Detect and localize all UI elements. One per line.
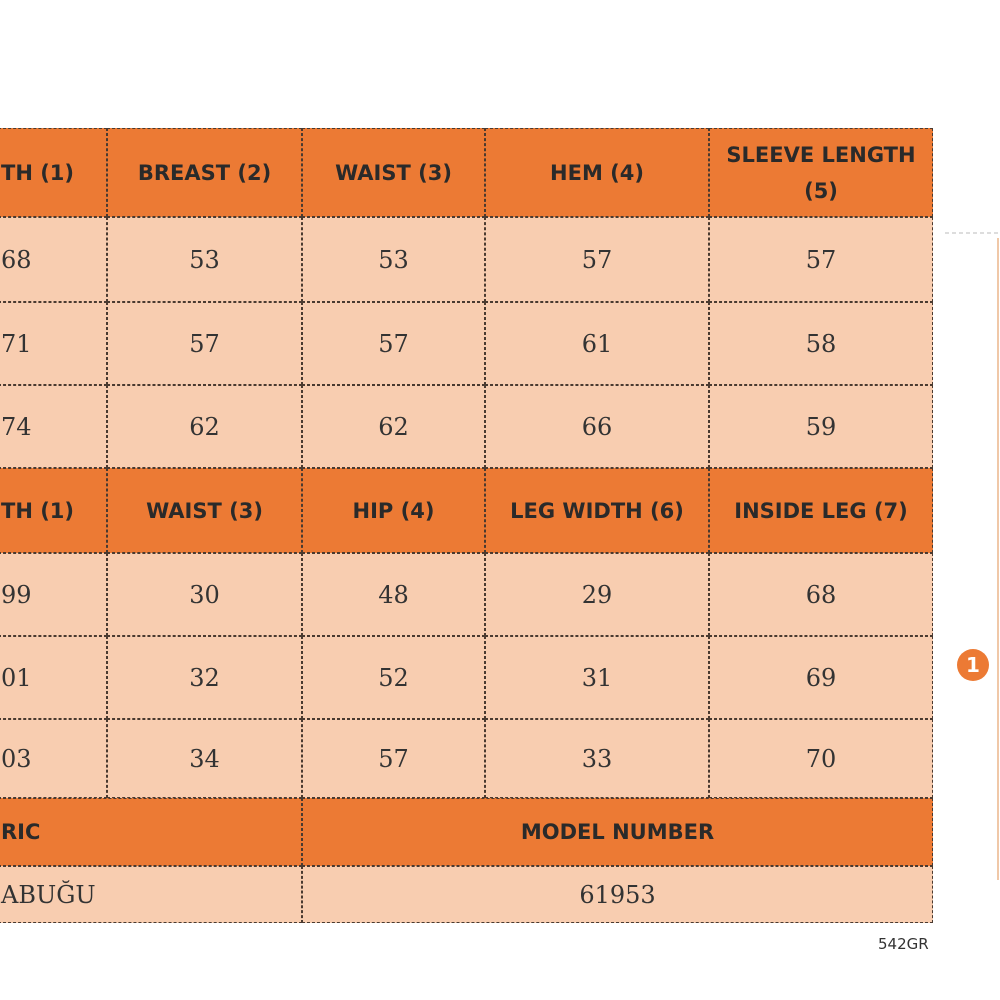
header-cell: WAIST (3)	[107, 468, 302, 553]
table-cell: 30	[107, 553, 302, 636]
table-cell: 66	[485, 385, 709, 468]
table-cell: 58	[709, 302, 933, 385]
table-cell: 71	[0, 302, 107, 385]
header-cell: HIP (4)	[302, 468, 485, 553]
table-cell: 59	[709, 385, 933, 468]
header-cell: TH (1)	[0, 468, 107, 553]
header-cell: WAIST (3)	[302, 128, 485, 217]
table-cell: 57	[302, 719, 485, 798]
table-cell: 01	[0, 636, 107, 719]
marker: 1	[957, 649, 989, 681]
table-cell: 53	[107, 217, 302, 302]
table-cell: 68	[0, 217, 107, 302]
table-cell: 68	[709, 553, 933, 636]
table-cell: 29	[485, 553, 709, 636]
header-cell: MODEL NUMBER	[302, 798, 933, 866]
table-cell: 61953	[302, 866, 933, 923]
table-cell: 57	[302, 302, 485, 385]
header-cell: LEG WIDTH (6)	[485, 468, 709, 553]
header-cell: INSIDE LEG (7)	[709, 468, 933, 553]
table-cell: 34	[107, 719, 302, 798]
product-code: 542GR	[878, 935, 929, 953]
table-cell: 99	[0, 553, 107, 636]
table-cell: 70	[709, 719, 933, 798]
table-cell: 03	[0, 719, 107, 798]
table-cell: 74	[0, 385, 107, 468]
table-cell: 31	[485, 636, 709, 719]
header-cell: BREAST (2)	[107, 128, 302, 217]
table-cell: 69	[709, 636, 933, 719]
table-cell: 32	[107, 636, 302, 719]
table-cell: 57	[709, 217, 933, 302]
table-cell: 62	[302, 385, 485, 468]
header-cell: RIC	[0, 798, 302, 866]
table-cell: 33	[485, 719, 709, 798]
table-cell: 61	[485, 302, 709, 385]
header-cell: HEM (4)	[485, 128, 709, 217]
table-cell: 52	[302, 636, 485, 719]
table-cell: 62	[107, 385, 302, 468]
table-cell: ABUĞU	[0, 866, 302, 923]
table-cell: 57	[485, 217, 709, 302]
header-cell: SLEEVE LENGTH (5)	[709, 128, 933, 217]
header-cell: TH (1)	[0, 128, 107, 217]
table-cell: 48	[302, 553, 485, 636]
table-cell: 53	[302, 217, 485, 302]
table-cell: 57	[107, 302, 302, 385]
